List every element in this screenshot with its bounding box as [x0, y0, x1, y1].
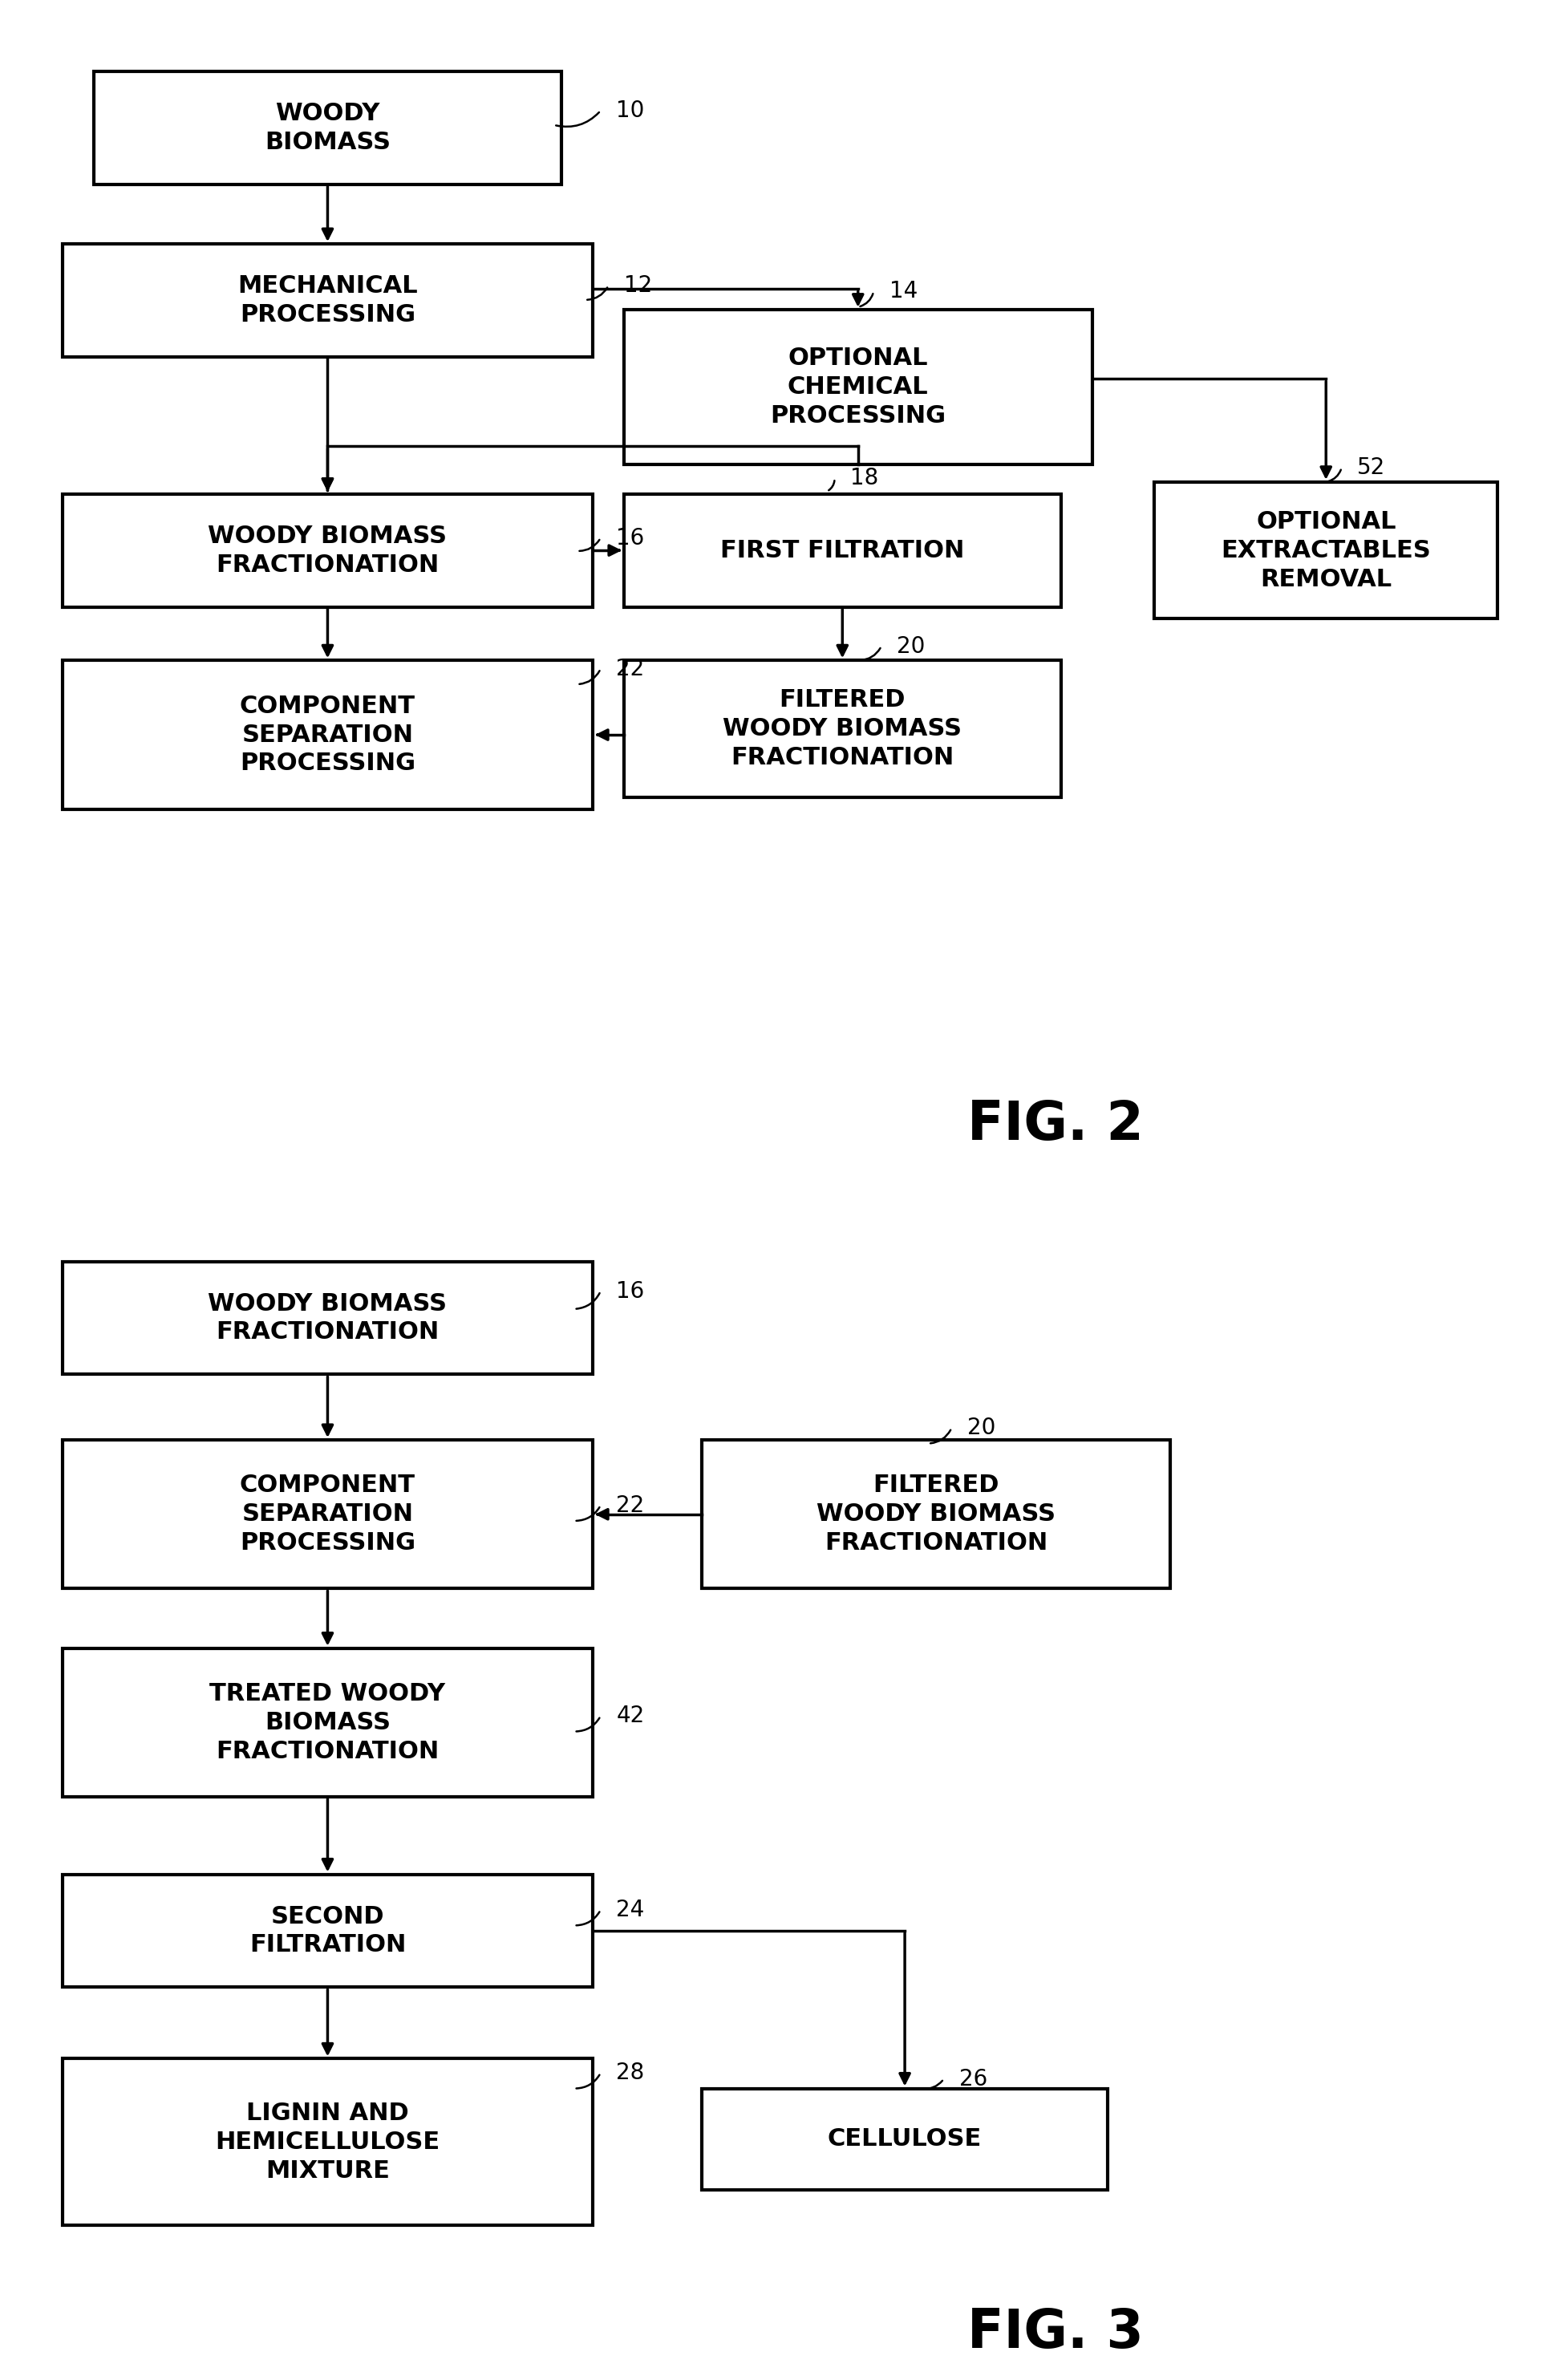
Bar	[62, 659, 593, 809]
Text: 12: 12	[624, 274, 652, 298]
Text: 26: 26	[959, 2068, 987, 2090]
Text: 10: 10	[616, 100, 644, 121]
Text: FIG. 3: FIG. 3	[967, 2306, 1143, 2359]
Bar	[62, 1261, 593, 1376]
Text: WOODY
BIOMASS: WOODY BIOMASS	[265, 102, 390, 155]
Text: CELLULOSE: CELLULOSE	[828, 2128, 981, 2152]
Text: 20: 20	[967, 1416, 995, 1440]
Text: 24: 24	[616, 1899, 644, 1921]
Text: 52: 52	[1357, 457, 1385, 478]
Text: TREATED WOODY
BIOMASS
FRACTIONATION: TREATED WOODY BIOMASS FRACTIONATION	[209, 1683, 446, 1764]
Text: 18: 18	[850, 466, 878, 490]
Bar	[702, 1440, 1170, 1590]
Text: MECHANICAL
PROCESSING: MECHANICAL PROCESSING	[237, 274, 418, 326]
Bar	[702, 2090, 1108, 2190]
Text: 14: 14	[889, 281, 917, 302]
Text: OPTIONAL
CHEMICAL
PROCESSING: OPTIONAL CHEMICAL PROCESSING	[771, 347, 945, 426]
Bar	[624, 309, 1092, 464]
Bar	[62, 1875, 593, 1987]
Bar	[624, 659, 1061, 797]
Text: FIG. 2: FIG. 2	[967, 1097, 1143, 1152]
Text: COMPONENT
SEPARATION
PROCESSING: COMPONENT SEPARATION PROCESSING	[240, 1473, 415, 1554]
Text: LIGNIN AND
HEMICELLULOSE
MIXTURE: LIGNIN AND HEMICELLULOSE MIXTURE	[215, 2102, 440, 2182]
Text: COMPONENT
SEPARATION
PROCESSING: COMPONENT SEPARATION PROCESSING	[240, 695, 415, 776]
Text: 16: 16	[616, 1280, 644, 1302]
Text: FILTERED
WOODY BIOMASS
FRACTIONATION: FILTERED WOODY BIOMASS FRACTIONATION	[722, 688, 963, 769]
Bar	[62, 1647, 593, 1797]
Bar	[1154, 481, 1498, 619]
Text: 20: 20	[897, 635, 925, 657]
Bar	[62, 245, 593, 357]
Text: 28: 28	[616, 2061, 644, 2085]
Text: FILTERED
WOODY BIOMASS
FRACTIONATION: FILTERED WOODY BIOMASS FRACTIONATION	[816, 1473, 1056, 1554]
Text: WOODY BIOMASS
FRACTIONATION: WOODY BIOMASS FRACTIONATION	[207, 1292, 448, 1345]
Text: 16: 16	[616, 526, 644, 550]
Text: SECOND
FILTRATION: SECOND FILTRATION	[250, 1904, 406, 1956]
Bar	[624, 495, 1061, 607]
Bar	[94, 71, 562, 186]
Text: 22: 22	[616, 657, 644, 681]
Text: 22: 22	[616, 1495, 644, 1516]
Bar	[62, 2059, 593, 2225]
Bar	[62, 495, 593, 607]
Bar	[62, 1440, 593, 1590]
Text: FIRST FILTRATION: FIRST FILTRATION	[721, 538, 964, 562]
Text: WOODY BIOMASS
FRACTIONATION: WOODY BIOMASS FRACTIONATION	[207, 524, 448, 576]
Text: OPTIONAL
EXTRACTABLES
REMOVAL: OPTIONAL EXTRACTABLES REMOVAL	[1221, 509, 1431, 590]
Text: 42: 42	[616, 1704, 644, 1728]
